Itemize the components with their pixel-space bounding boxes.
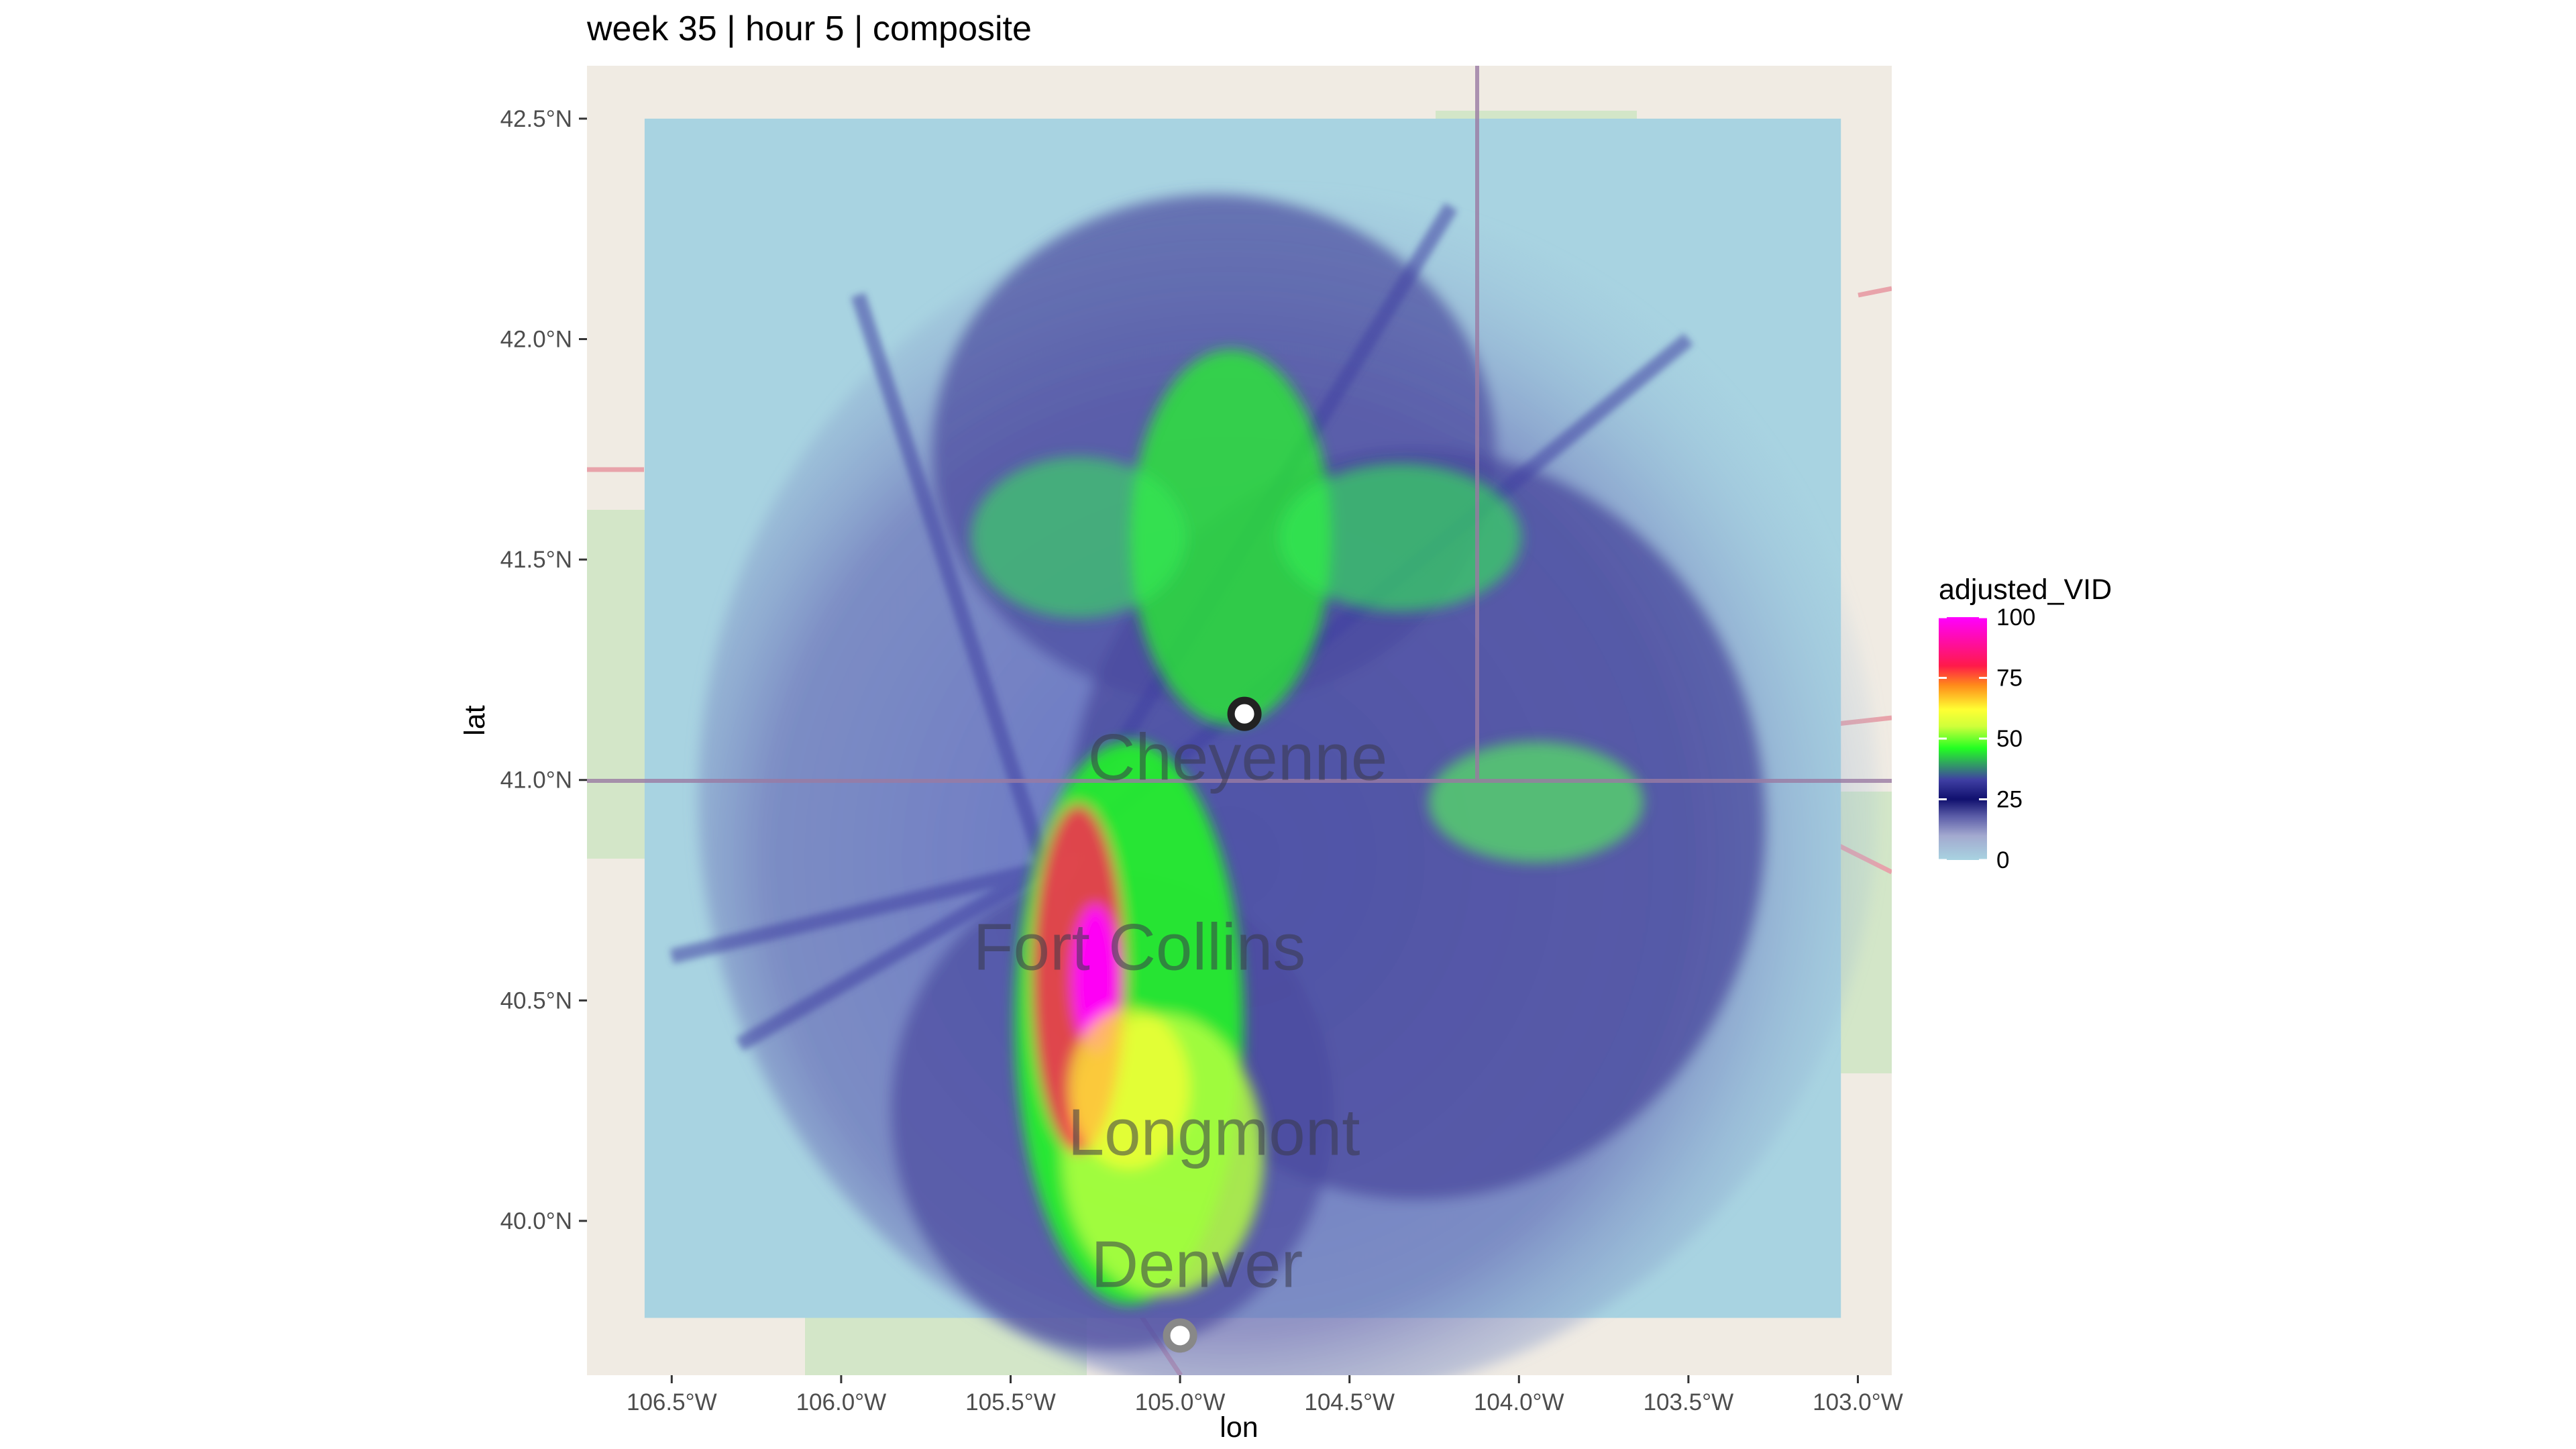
city-label: Fort Collins xyxy=(973,910,1306,983)
raster-low-values xyxy=(698,194,1878,1375)
legend-tick-label: 50 xyxy=(1996,726,2023,752)
x-tick-label: 106.0°W xyxy=(796,1389,887,1415)
legend-tick-label: 25 xyxy=(1996,787,2023,813)
y-tick-label: 41.5°N xyxy=(500,547,572,573)
city-label: Cheyenne xyxy=(1088,720,1388,794)
city-label: Denver xyxy=(1091,1228,1303,1301)
y-tick-label: 42.0°N xyxy=(500,326,572,352)
raster-high-values xyxy=(971,350,1644,1305)
city-label: Longmont xyxy=(1068,1095,1360,1169)
x-tick-label: 103.5°W xyxy=(1644,1389,1734,1415)
state-borders xyxy=(587,66,1892,783)
denver-radar-marker xyxy=(1163,1318,1197,1353)
legend-tick-label: 100 xyxy=(1996,604,2035,631)
city-labels: Cheyenne Fort Collins Longmont Denver xyxy=(973,720,1388,1301)
plot-title: week 35 | hour 5 | composite xyxy=(586,9,1032,48)
legend-tick-label: 75 xyxy=(1996,665,2023,692)
y-tick-label: 40.0°N xyxy=(500,1208,572,1234)
x-tick-label: 105.0°W xyxy=(1135,1389,1226,1415)
legend: adjusted_VID 100 75 50 25 0 xyxy=(1939,574,2112,873)
legend-title: adjusted_VID xyxy=(1939,574,2112,606)
legend-tick-label: 0 xyxy=(1996,847,2009,873)
x-tick-label: 104.0°W xyxy=(1474,1389,1564,1415)
x-tick-label: 105.5°W xyxy=(965,1389,1056,1415)
map-panel: Cheyenne Fort Collins Longmont Denver xyxy=(587,66,1892,1375)
x-axis-label: lon xyxy=(1220,1411,1258,1444)
cheyenne-radar-marker xyxy=(1227,696,1262,731)
legend-ticks: 100 75 50 25 0 xyxy=(1939,604,2035,873)
y-tick-label: 40.5°N xyxy=(500,987,572,1014)
x-axis-ticks: 106.5°W 106.0°W 105.5°W 105.0°W 104.5°W 104.0… xyxy=(627,1375,1903,1415)
y-tick-label: 41.0°N xyxy=(500,767,572,794)
y-axis-ticks: 40.0°N 40.5°N 41.0°N 41.5°N 42.0°N 42.5°N xyxy=(500,106,587,1234)
x-tick-label: 104.5°W xyxy=(1304,1389,1395,1415)
radar-markers xyxy=(1163,696,1262,1353)
x-tick-label: 103.0°W xyxy=(1813,1389,1903,1415)
y-tick-label: 42.5°N xyxy=(500,106,572,132)
x-tick-label: 106.5°W xyxy=(627,1389,717,1415)
y-axis-label: lat xyxy=(459,705,491,735)
adjusted-vid-raster xyxy=(644,118,1878,1375)
